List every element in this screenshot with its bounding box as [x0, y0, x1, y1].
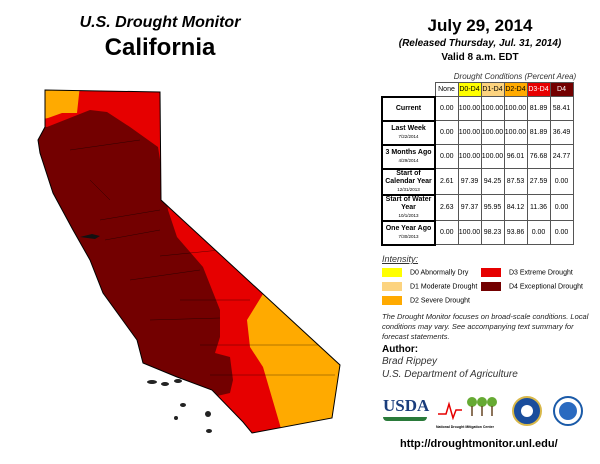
table-row: Current 0.00 100.00 100.00 100.00 81.89 58.41 — [381, 95, 574, 122]
disclaimer-note: The Drought Monitor focuses on broad-sca… — [382, 312, 589, 341]
table-cell: 11.36 — [526, 194, 551, 221]
legend-title: Intensity: — [382, 254, 419, 264]
table-cell: 36.49 — [549, 120, 574, 145]
table-cell: 100.00 — [503, 120, 528, 145]
table-cell: 27.59 — [526, 168, 551, 195]
release-date: (Released Thursday, Jul. 31, 2014) — [398, 38, 562, 49]
col-none: None — [434, 82, 459, 97]
table-cell: 81.89 — [526, 96, 551, 121]
author-heading: Author: — [382, 344, 419, 355]
table-cell: 100.00 — [503, 96, 528, 121]
table-cell: 97.37 — [457, 194, 482, 221]
monitor-title: U.S. Drought Monitor — [79, 14, 241, 31]
author-name: Brad Rippey — [382, 356, 438, 367]
usda-logo: USDA — [383, 396, 429, 426]
channel-islands — [147, 379, 212, 433]
row-date: 4/29/2014 — [398, 157, 419, 163]
row-label: One Year Ago 7/30/2013 — [381, 219, 436, 246]
ndmc-logo: National Drought Mitigation Center — [436, 394, 504, 429]
table-cell: 0.00 — [549, 194, 574, 221]
table-row: Last Week 7/22/2014 0.00 100.00 100.00 100.00… — [381, 119, 574, 146]
table-caption: Drought Conditions (Percent Area) — [453, 72, 577, 81]
table-row: Start of Calendar Year 12/31/2013 2.61 97.3… — [381, 167, 574, 196]
table-cell: 0.00 — [434, 220, 459, 245]
table-cell: 100.00 — [457, 144, 482, 169]
table-cell: 81.89 — [526, 120, 551, 145]
table-cell: 98.23 — [480, 220, 505, 245]
table-row: 3 Months Ago 4/29/2014 0.00 100.00 100.00 96.… — [381, 143, 574, 170]
table-cell: 0.00 — [549, 220, 574, 245]
table-cell: 97.39 — [457, 168, 482, 195]
legend-d0: D0 Abnormally Dry — [382, 268, 468, 277]
d2-severe-region-north — [38, 90, 80, 120]
map-date: July 29, 2014 — [427, 16, 533, 35]
row-label: Current — [381, 95, 436, 122]
table-cell: 0.00 — [526, 220, 551, 245]
col-d3-d4: D3-D4 — [526, 82, 551, 97]
table-row: One Year Ago 7/30/2013 0.00 100.00 98.23 93.8… — [381, 219, 574, 246]
table-cell: 95.95 — [480, 194, 505, 221]
table-cell: 100.00 — [480, 120, 505, 145]
table-cell: 100.00 — [457, 120, 482, 145]
row-label: Start of Calendar Year 12/31/2013 — [381, 167, 436, 196]
table-cell: 0.00 — [434, 144, 459, 169]
table-cell: 94.25 — [480, 168, 505, 195]
col-d1-d4: D1-D4 — [480, 82, 505, 97]
doc-seal-logo — [512, 396, 542, 426]
noaa-logo — [553, 396, 583, 426]
california-drought-map — [37, 89, 341, 434]
row-label: 3 Months Ago 4/29/2014 — [381, 143, 436, 170]
table-cell: 87.53 — [503, 168, 528, 195]
author-org: U.S. Department of Agriculture — [382, 369, 518, 380]
legend-d1: D1 Moderate Drought — [382, 282, 477, 291]
col-d0-d4: D0-D4 — [457, 82, 482, 97]
drought-conditions-table: None D0-D4 D1-D4 D2-D4 D3-D4 D4 Current 0… — [381, 82, 574, 246]
legend-d2: D2 Severe Drought — [382, 296, 470, 305]
table-cell: 2.61 — [434, 168, 459, 195]
col-d2-d4: D2-D4 — [503, 82, 528, 97]
table-cell: 84.12 — [503, 194, 528, 221]
county-lines — [69, 139, 335, 376]
row-date: 7/22/2014 — [398, 133, 419, 139]
col-d4: D4 — [549, 82, 574, 97]
website-link[interactable]: http://droughtmonitor.unl.edu/ — [400, 438, 558, 450]
legend-d4: D4 Exceptional Drought — [481, 282, 583, 291]
table-cell: 96.01 — [503, 144, 528, 169]
table-cell: 100.00 — [457, 220, 482, 245]
row-date: 10/1/2013 — [398, 212, 419, 218]
table-cell: 0.00 — [434, 96, 459, 121]
sf-bay — [80, 234, 100, 239]
intensity-legend: Intensity: — [382, 254, 418, 264]
row-label: Last Week 7/22/2014 — [381, 119, 436, 146]
table-cell: 2.63 — [434, 194, 459, 221]
table-cell: 58.41 — [549, 96, 574, 121]
valid-time: Valid 8 a.m. EDT — [441, 52, 519, 63]
table-cell: 0.00 — [549, 168, 574, 195]
table-cell: 24.77 — [549, 144, 574, 169]
row-label: Start of Water Year 10/1/2013 — [381, 193, 436, 222]
row-date: 12/31/2013 — [397, 186, 420, 192]
table-row: Start of Water Year 10/1/2013 2.63 97.37 95.… — [381, 193, 574, 222]
d2-severe-region-southeast — [247, 294, 340, 432]
row-date: 7/30/2013 — [398, 233, 419, 239]
state-title: California — [104, 34, 216, 61]
table-cell: 100.00 — [480, 96, 505, 121]
table-cell: 100.00 — [480, 144, 505, 169]
table-cell: 93.86 — [503, 220, 528, 245]
table-cell: 76.68 — [526, 144, 551, 169]
legend-d3: D3 Extreme Drought — [481, 268, 573, 277]
table-cell: 100.00 — [457, 96, 482, 121]
table-cell: 0.00 — [434, 120, 459, 145]
